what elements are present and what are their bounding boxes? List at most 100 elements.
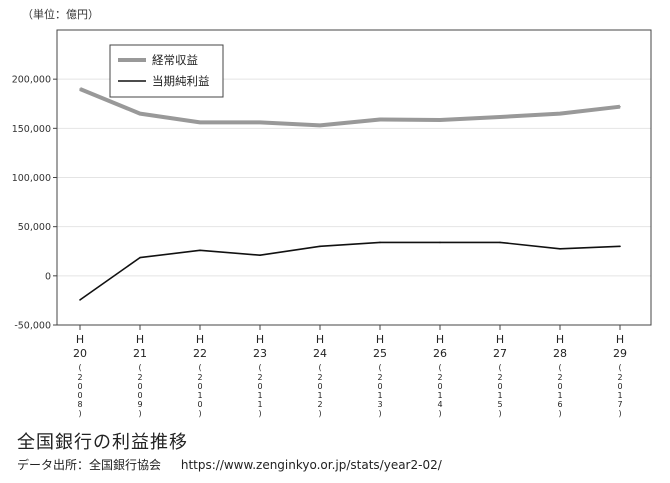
x-era-label: H — [376, 333, 384, 346]
series-line-1 — [79, 87, 621, 128]
x-year-digit: 2 — [437, 373, 442, 382]
x-year-digit: 7 — [617, 400, 622, 409]
x-paren-open: ( — [78, 363, 81, 372]
data-point — [559, 247, 561, 250]
x-number-label: 23 — [253, 347, 267, 360]
x-paren-open: ( — [378, 363, 381, 372]
x-year-digit: 1 — [557, 391, 562, 400]
x-era-label: H — [136, 333, 144, 346]
x-year-digit: 2 — [257, 373, 262, 382]
data-point — [379, 118, 381, 121]
data-point — [319, 124, 321, 127]
x-paren-close: ) — [378, 409, 381, 418]
source-url: https://www.zenginkyo.or.jp/stats/year2-… — [180, 458, 442, 472]
x-paren-close: ) — [318, 409, 321, 418]
x-year-digit: 0 — [557, 382, 562, 391]
x-year-digit: 4 — [437, 400, 442, 409]
data-point — [139, 112, 141, 115]
data-point — [259, 254, 261, 256]
x-paren-open: ( — [258, 363, 261, 372]
x-year-digit: 1 — [497, 391, 502, 400]
x-year-digit: 0 — [317, 382, 322, 391]
x-year-digit: 3 — [377, 400, 382, 409]
y-tick-label: 100,000 — [12, 173, 51, 184]
data-point — [499, 116, 501, 118]
x-year-digit: 9 — [137, 400, 142, 409]
data-point — [559, 112, 561, 115]
data-point — [199, 121, 201, 124]
data-point — [139, 256, 141, 259]
x-year-digit: 1 — [437, 391, 442, 400]
x-year-digit: 5 — [497, 400, 502, 409]
x-era-label: H — [556, 333, 564, 346]
x-era-label: H — [496, 333, 504, 346]
x-year-digit: 0 — [197, 382, 202, 391]
x-year-digit: 0 — [77, 382, 82, 391]
x-year-digit: 1 — [317, 391, 322, 400]
data-point — [79, 88, 81, 90]
x-era-label: H — [196, 333, 204, 346]
data-point — [499, 241, 501, 244]
x-number-label: 28 — [553, 347, 567, 360]
x-paren-close: ) — [498, 409, 501, 418]
line-chart: -50,000050,000100,000150,000200,000H20(2… — [12, 29, 652, 418]
x-era-label: H — [616, 333, 624, 346]
legend-label: 経常収益 — [152, 53, 198, 67]
unit-label: （単位：億円） — [22, 8, 99, 21]
y-tick-label: 200,000 — [12, 75, 51, 86]
x-paren-open: ( — [618, 363, 621, 372]
data-point — [79, 299, 81, 301]
x-number-label: 22 — [193, 347, 207, 360]
legend-box — [109, 44, 224, 98]
y-tick-label: 0 — [45, 271, 51, 282]
data-point — [259, 121, 261, 124]
x-year-digit: 2 — [317, 400, 322, 409]
x-year-digit: 0 — [437, 382, 442, 391]
x-paren-open: ( — [438, 363, 441, 372]
x-paren-close: ) — [258, 409, 261, 418]
x-number-label: 27 — [493, 347, 507, 360]
x-paren-close: ) — [618, 409, 621, 418]
x-year-digit: 1 — [377, 391, 382, 400]
x-paren-close: ) — [198, 409, 201, 418]
x-year-digit: 1 — [257, 391, 262, 400]
x-year-digit: 2 — [497, 373, 502, 382]
data-point — [379, 241, 381, 244]
x-year-digit: 2 — [77, 373, 82, 382]
x-paren-close: ) — [138, 409, 141, 418]
x-year-digit: 0 — [377, 382, 382, 391]
x-paren-open: ( — [138, 363, 141, 372]
x-paren-close: ) — [558, 409, 561, 418]
x-paren-close: ) — [78, 409, 81, 418]
x-year-digit: 0 — [137, 382, 142, 391]
y-tick-label: -50,000 — [14, 321, 51, 332]
page-title: 全国銀行の利益推移 — [17, 432, 188, 453]
data-point — [199, 249, 201, 252]
x-year-digit: 1 — [197, 391, 202, 400]
x-year-digit: 2 — [557, 373, 562, 382]
x-year-digit: 0 — [257, 382, 262, 391]
x-number-label: 25 — [373, 347, 387, 360]
x-year-digit: 0 — [497, 382, 502, 391]
x-year-digit: 0 — [617, 382, 622, 391]
x-year-digit: 2 — [617, 373, 622, 382]
data-point — [439, 119, 441, 121]
x-year-digit: 2 — [197, 373, 202, 382]
x-number-label: 29 — [613, 347, 627, 360]
source-line: データ出所：全国銀行協会 https://www.zenginkyo.or.jp… — [17, 456, 458, 473]
x-year-digit: 2 — [137, 373, 142, 382]
source-label: データ出所：全国銀行協会 — [17, 458, 162, 472]
x-paren-open: ( — [498, 363, 501, 372]
x-era-label: H — [256, 333, 264, 346]
series-line-2 — [79, 241, 621, 301]
x-era-label: H — [316, 333, 324, 346]
